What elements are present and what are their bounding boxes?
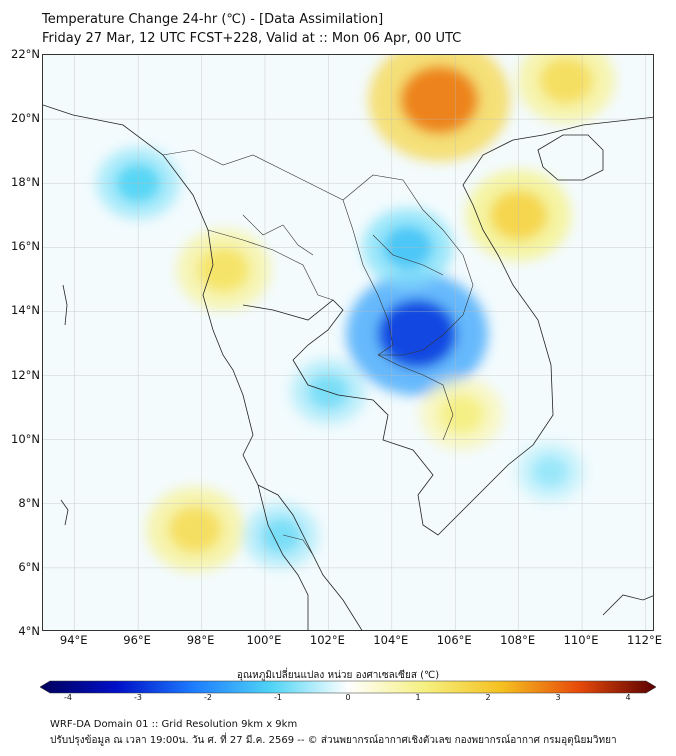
warm-thailand-west-core: [197, 247, 250, 293]
lat-label: 20°N: [11, 111, 40, 126]
colorbar-tick-label: -1: [274, 693, 282, 702]
lat-label: 18°N: [11, 175, 40, 190]
lat-label: 8°N: [18, 495, 40, 510]
lon-label: 94°E: [59, 633, 88, 647]
lat-label: 22°N: [11, 47, 40, 61]
lon-label: 108°E: [500, 633, 536, 647]
lat-label: 16°N: [11, 239, 40, 254]
map-canvas: [43, 55, 653, 630]
colorbar-tick-label: 0: [345, 693, 351, 702]
lat-label: 6°N: [18, 559, 40, 574]
temperature-map[interactable]: [42, 54, 654, 631]
cold-core-cambodia-core: [378, 300, 457, 368]
warm-mekong-delta-core: [438, 394, 485, 434]
colorbar-tick-label: -2: [204, 693, 212, 702]
colorbar-tick-label: -4: [64, 693, 72, 702]
chart-subtitle: Friday 27 Mar, 12 UTC FCST+228, Valid at…: [42, 31, 462, 46]
colorbar-tick-label: 4: [625, 693, 631, 702]
cold-malay-core: [260, 517, 302, 554]
colorbar: [40, 680, 656, 694]
colorbar-tick-label: 2: [485, 693, 491, 702]
lon-label: 100°E: [246, 633, 282, 647]
lon-label: 102°E: [309, 633, 345, 647]
borders: [162, 149, 474, 556]
coastlines: [43, 104, 653, 630]
graticule: [43, 55, 653, 630]
lon-label: 112°E: [627, 633, 662, 647]
lat-label: 12°N: [11, 367, 40, 382]
warm-south-china-core: [539, 57, 594, 104]
lat-label: 14°N: [11, 303, 40, 318]
colorbar-title: อุณหภูมิเปลี่ยนแปลง หน่วย องศาเซลเซียส (…: [236, 670, 440, 681]
warm-hanoi-core: [400, 65, 479, 134]
warm-andaman-core: [168, 506, 223, 553]
lon-label: 98°E: [186, 633, 215, 647]
lon-label: 104°E: [373, 633, 409, 647]
chart-title: Temperature Change 24-hr (℃) - [Data Ass…: [42, 12, 384, 27]
cold-south-china-sea-core: [531, 455, 570, 489]
lon-label: 110°E: [563, 633, 599, 647]
colorbar-tick-label: 1: [415, 693, 421, 702]
footer-credit: ปรับปรุงข้อมูล ณ เวลา 19:00น. วัน ศ. ที่…: [50, 735, 617, 746]
lon-label: 96°E: [123, 633, 151, 647]
colorbar-tick-label: 3: [555, 693, 561, 702]
colorbar-tick-label: -3: [134, 693, 142, 702]
lat-label: 4°N: [18, 624, 40, 638]
lat-label: 10°N: [11, 431, 40, 446]
lon-label: 106°E: [436, 633, 472, 647]
temperature-field: [96, 55, 615, 572]
footer-domain-info: WRF-DA Domain 01 :: Grid Resolution 9km …: [50, 719, 298, 730]
